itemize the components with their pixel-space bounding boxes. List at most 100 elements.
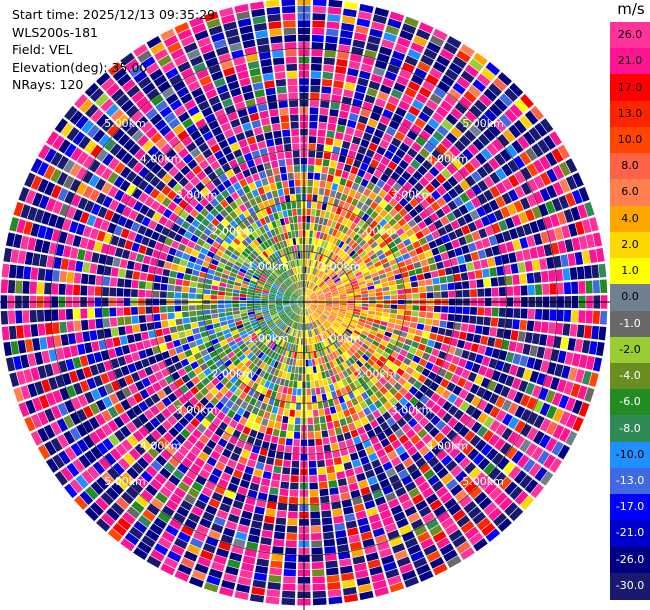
velocity-bin <box>429 499 443 511</box>
velocity-bin <box>50 421 62 436</box>
velocity-bin <box>404 16 419 28</box>
velocity-bin <box>280 233 286 241</box>
velocity-bin <box>405 305 412 311</box>
velocity-bin <box>216 183 226 193</box>
velocity-bin <box>402 153 414 164</box>
velocity-bin <box>353 311 361 316</box>
velocity-bin <box>366 281 374 287</box>
velocity-bin <box>105 338 114 349</box>
velocity-bin <box>334 279 342 285</box>
velocity-bin <box>212 280 220 286</box>
velocity-bin <box>315 290 322 295</box>
velocity-bin <box>260 537 272 546</box>
velocity-bin <box>266 279 274 285</box>
velocity-bin <box>52 270 60 282</box>
velocity-bin <box>322 71 334 80</box>
velocity-bin <box>215 193 225 203</box>
velocity-bin <box>153 517 167 530</box>
velocity-bin <box>301 302 304 309</box>
velocity-bin <box>304 296 309 302</box>
velocity-bin <box>163 161 174 172</box>
velocity-bin <box>474 218 484 230</box>
velocity-bin <box>357 583 372 593</box>
velocity-bin <box>428 355 437 364</box>
velocity-bin <box>69 178 81 193</box>
velocity-bin <box>419 129 431 141</box>
velocity-bin <box>269 264 276 271</box>
velocity-bin <box>273 531 285 540</box>
velocity-bin <box>223 572 237 583</box>
velocity-bin <box>89 87 104 102</box>
velocity-bin <box>405 366 415 376</box>
velocity-bin <box>332 295 340 299</box>
velocity-bin <box>529 345 539 357</box>
velocity-bin <box>570 383 581 398</box>
velocity-bin <box>390 309 398 314</box>
velocity-bin <box>513 435 526 449</box>
velocity-bin <box>293 216 298 224</box>
velocity-bin <box>246 294 254 298</box>
velocity-bin <box>215 46 229 57</box>
velocity-bin <box>355 84 367 94</box>
velocity-bin <box>350 262 358 270</box>
velocity-bin <box>314 311 320 317</box>
velocity-bin <box>534 284 543 296</box>
velocity-bin <box>329 353 335 361</box>
velocity-bin <box>354 404 362 413</box>
velocity-bin <box>359 400 368 410</box>
velocity-bin <box>196 423 207 434</box>
velocity-bin <box>366 413 376 423</box>
velocity-bin <box>319 271 325 279</box>
velocity-bin <box>194 203 204 213</box>
velocity-bin <box>299 302 304 308</box>
velocity-bin <box>149 338 159 347</box>
velocity-bin <box>314 312 320 318</box>
velocity-bin <box>522 368 533 381</box>
velocity-bin <box>298 323 302 331</box>
velocity-bin <box>123 453 136 466</box>
velocity-bin <box>241 239 249 247</box>
velocity-bin <box>441 74 455 87</box>
velocity-bin <box>216 509 229 520</box>
velocity-bin <box>248 413 257 422</box>
velocity-bin <box>353 371 361 379</box>
velocity-bin <box>257 186 265 195</box>
velocity-bin <box>298 297 304 302</box>
velocity-bin <box>43 424 56 439</box>
velocity-bin <box>533 175 545 189</box>
velocity-bin <box>145 281 154 290</box>
velocity-bin <box>377 227 386 236</box>
velocity-bin <box>489 406 501 419</box>
velocity-bin <box>513 285 521 296</box>
velocity-bin <box>491 348 501 359</box>
velocity-bin <box>324 144 333 153</box>
velocity-bin <box>368 513 381 524</box>
velocity-bin <box>328 260 335 268</box>
velocity-bin <box>323 355 329 363</box>
velocity-bin <box>275 144 284 153</box>
velocity-bin <box>492 512 507 527</box>
velocity-bin <box>252 260 260 267</box>
velocity-bin <box>398 407 408 417</box>
velocity-bin <box>135 96 149 109</box>
velocity-bin <box>335 65 347 75</box>
velocity-bin <box>344 211 352 220</box>
velocity-bin <box>418 22 434 34</box>
velocity-bin <box>355 236 364 245</box>
velocity-bin <box>310 245 315 253</box>
velocity-bin <box>354 244 362 252</box>
velocity-bin <box>58 231 68 244</box>
velocity-bin <box>297 252 301 259</box>
velocity-bin <box>253 22 268 32</box>
velocity-bin <box>239 297 247 301</box>
velocity-bin <box>210 433 221 444</box>
velocity-bin <box>236 407 245 416</box>
velocity-bin <box>311 547 323 555</box>
velocity-bin <box>221 405 230 415</box>
velocity-bin <box>104 138 117 152</box>
velocity-bin <box>481 237 491 248</box>
velocity-bin <box>13 201 24 217</box>
velocity-bin <box>203 289 211 295</box>
velocity-bin <box>458 236 467 246</box>
velocity-bin <box>351 548 364 558</box>
